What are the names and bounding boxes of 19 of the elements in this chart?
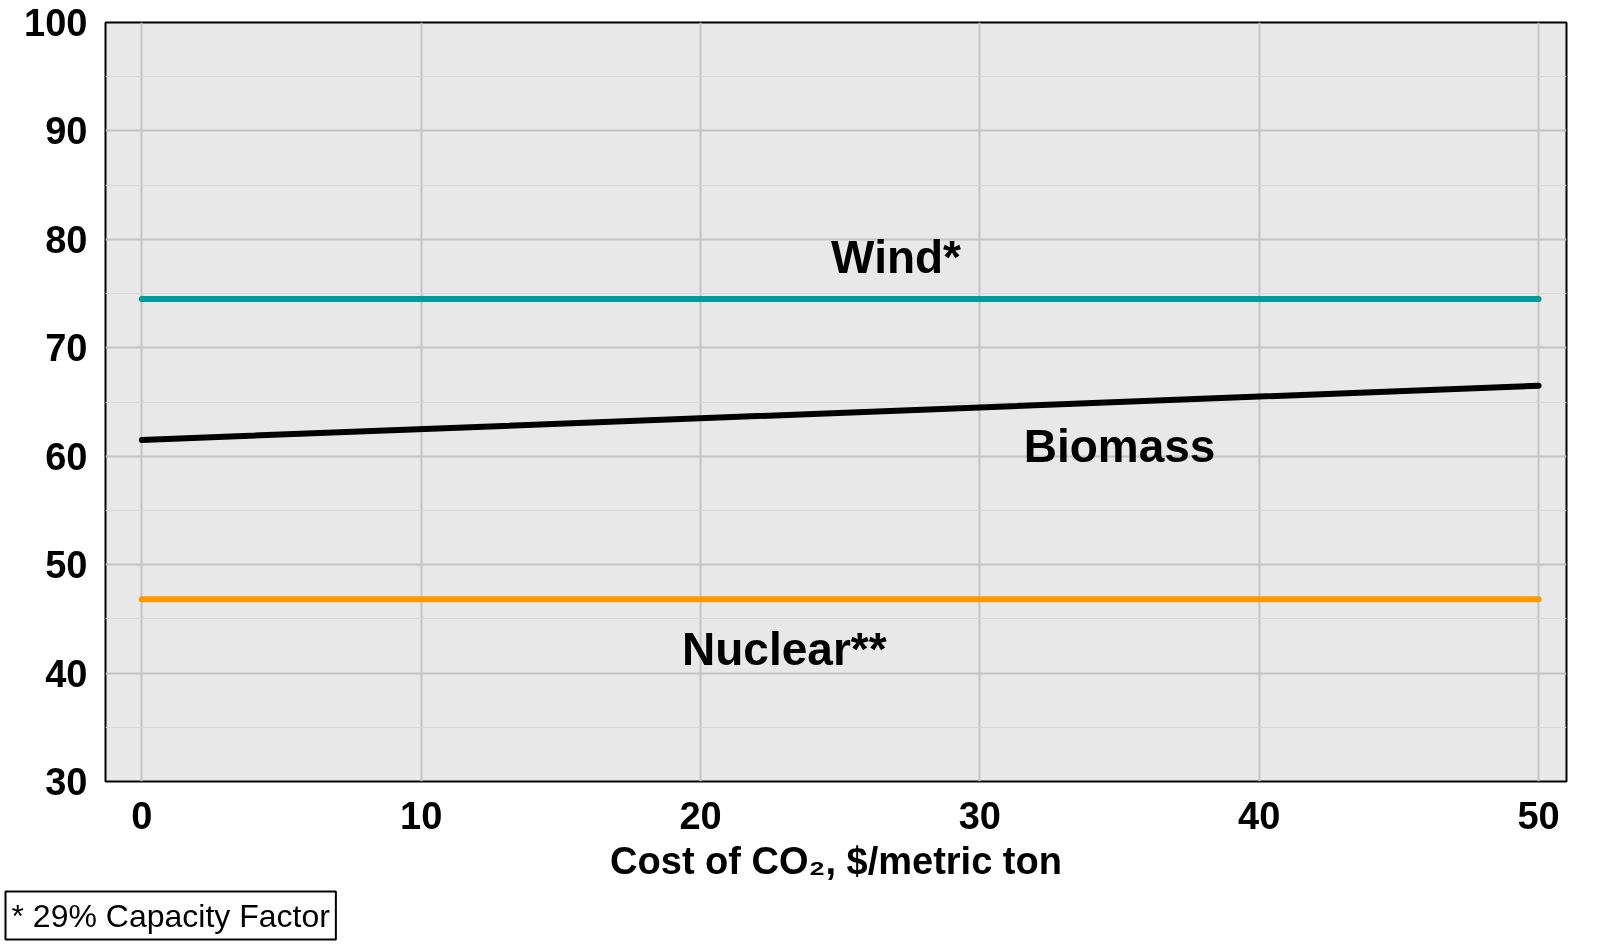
series-label: Nuclear** — [682, 623, 887, 676]
text: * 29% Capacity Factor — [11, 897, 331, 934]
y-tick-label: 100 — [24, 2, 88, 44]
y-tick-label: 30 — [45, 761, 88, 803]
x-tick-label: 30 — [958, 794, 1002, 837]
x-tick-label: 40 — [1238, 794, 1281, 837]
y-tick-label: 50 — [45, 544, 88, 587]
y-tick-label: 80 — [45, 218, 88, 261]
x-tick-label: 10 — [400, 794, 443, 837]
y-tick-label: 40 — [45, 652, 88, 695]
y-tick-label: 90 — [45, 110, 88, 153]
x-tick-label: 50 — [1517, 794, 1560, 837]
y-tick-label: 60 — [45, 435, 88, 478]
x-tick-label: 0 — [131, 794, 153, 837]
x-axis-title: Cost of CO₂, $/metric ton — [610, 839, 1062, 882]
series-label: Wind* — [831, 230, 962, 283]
y-tick-label: 70 — [45, 327, 88, 370]
x-tick-label: 20 — [679, 794, 722, 837]
series-label: Biomass — [1023, 420, 1216, 472]
